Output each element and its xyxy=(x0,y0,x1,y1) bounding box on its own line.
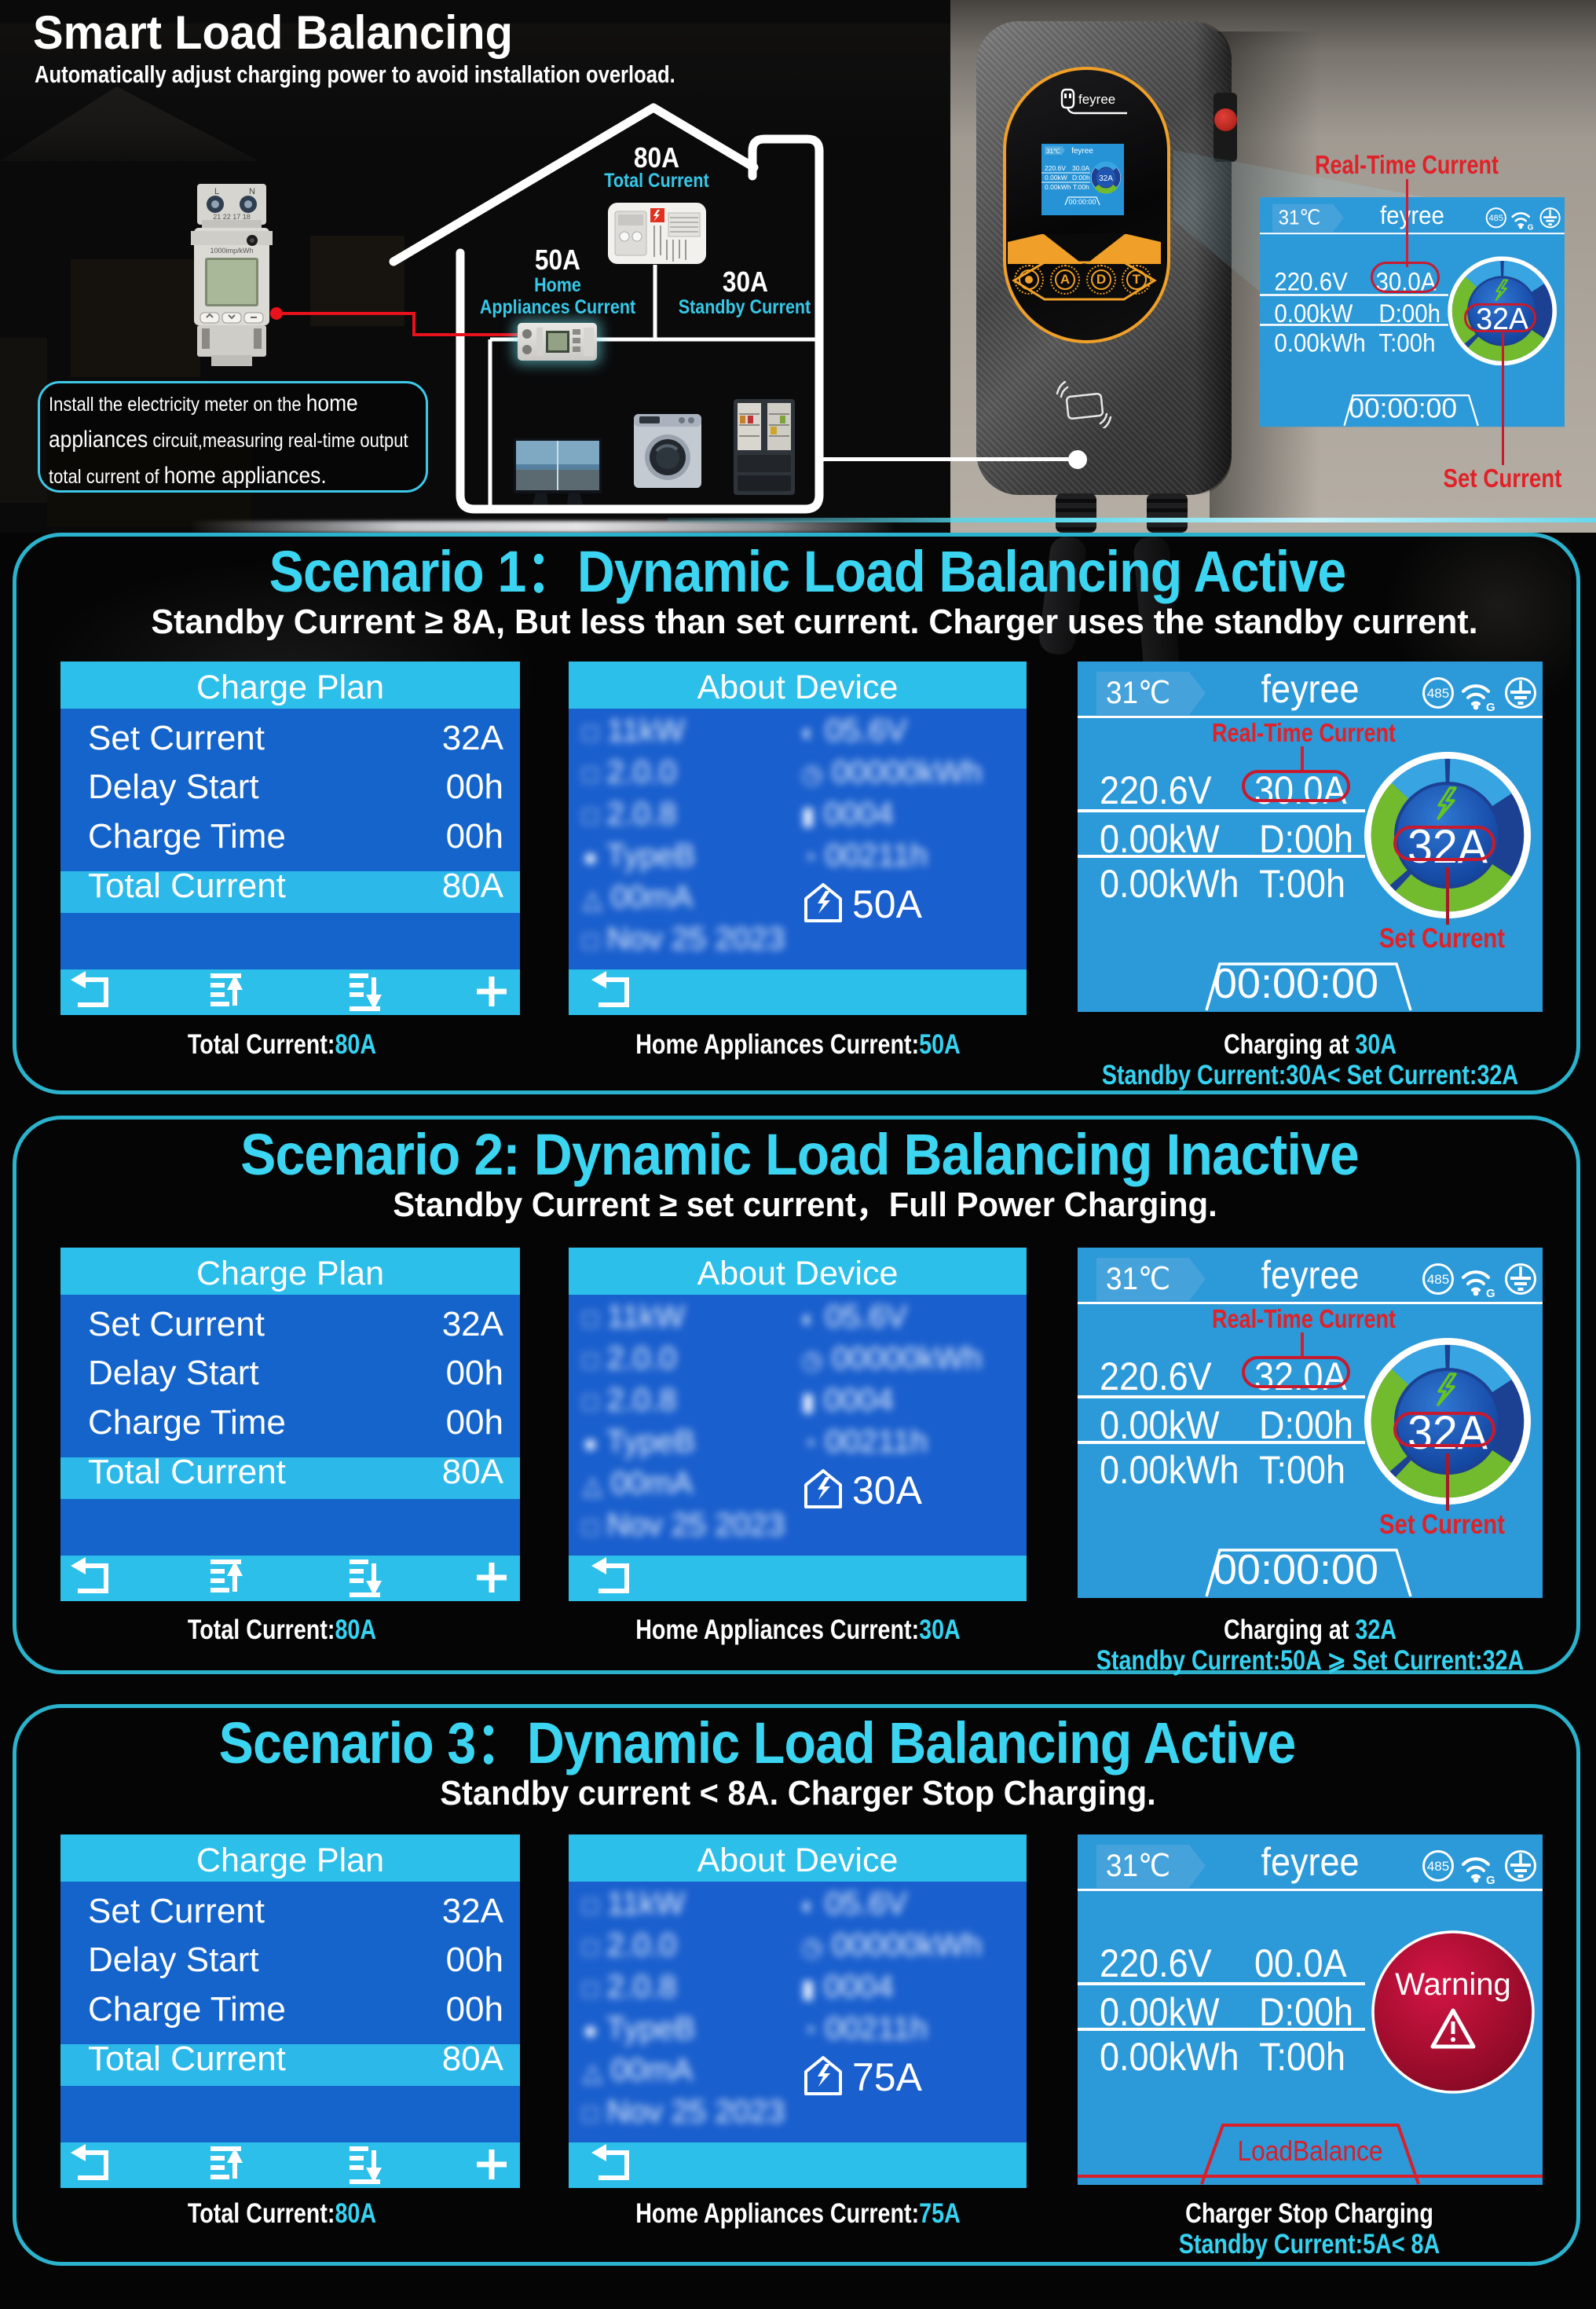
svg-text:G: G xyxy=(1528,223,1534,230)
svg-text:0.00kWh: 0.00kWh xyxy=(1045,183,1071,191)
svg-text:G: G xyxy=(1486,1287,1495,1298)
svg-text:D:00h: D:00h xyxy=(1072,174,1090,181)
svg-text:T:00h: T:00h xyxy=(1073,183,1089,191)
svg-text:21 22 17 18: 21 22 17 18 xyxy=(213,213,251,221)
svg-text:G: G xyxy=(1486,1874,1495,1885)
svg-text:N: N xyxy=(249,187,255,196)
svg-text:485: 485 xyxy=(1427,686,1449,701)
svg-text:L: L xyxy=(214,187,219,196)
svg-text:Warning: Warning xyxy=(1395,1967,1510,2002)
svg-text:feyree: feyree xyxy=(1071,147,1093,156)
svg-text:0.00kW: 0.00kW xyxy=(1045,174,1067,181)
svg-text:00:00:00: 00:00:00 xyxy=(1068,198,1096,206)
svg-text:32A: 32A xyxy=(1099,174,1113,183)
svg-text:485: 485 xyxy=(1489,214,1504,223)
svg-text:220.6V: 220.6V xyxy=(1045,164,1066,172)
svg-text:485: 485 xyxy=(1427,1272,1449,1287)
svg-text:1000imp/kWh: 1000imp/kWh xyxy=(210,247,253,255)
svg-text:485: 485 xyxy=(1427,1859,1449,1874)
svg-text:30.0A: 30.0A xyxy=(1072,164,1090,172)
svg-text:feyree: feyree xyxy=(1078,92,1115,107)
svg-text:31℃: 31℃ xyxy=(1046,148,1060,155)
svg-text:G: G xyxy=(1486,701,1495,712)
